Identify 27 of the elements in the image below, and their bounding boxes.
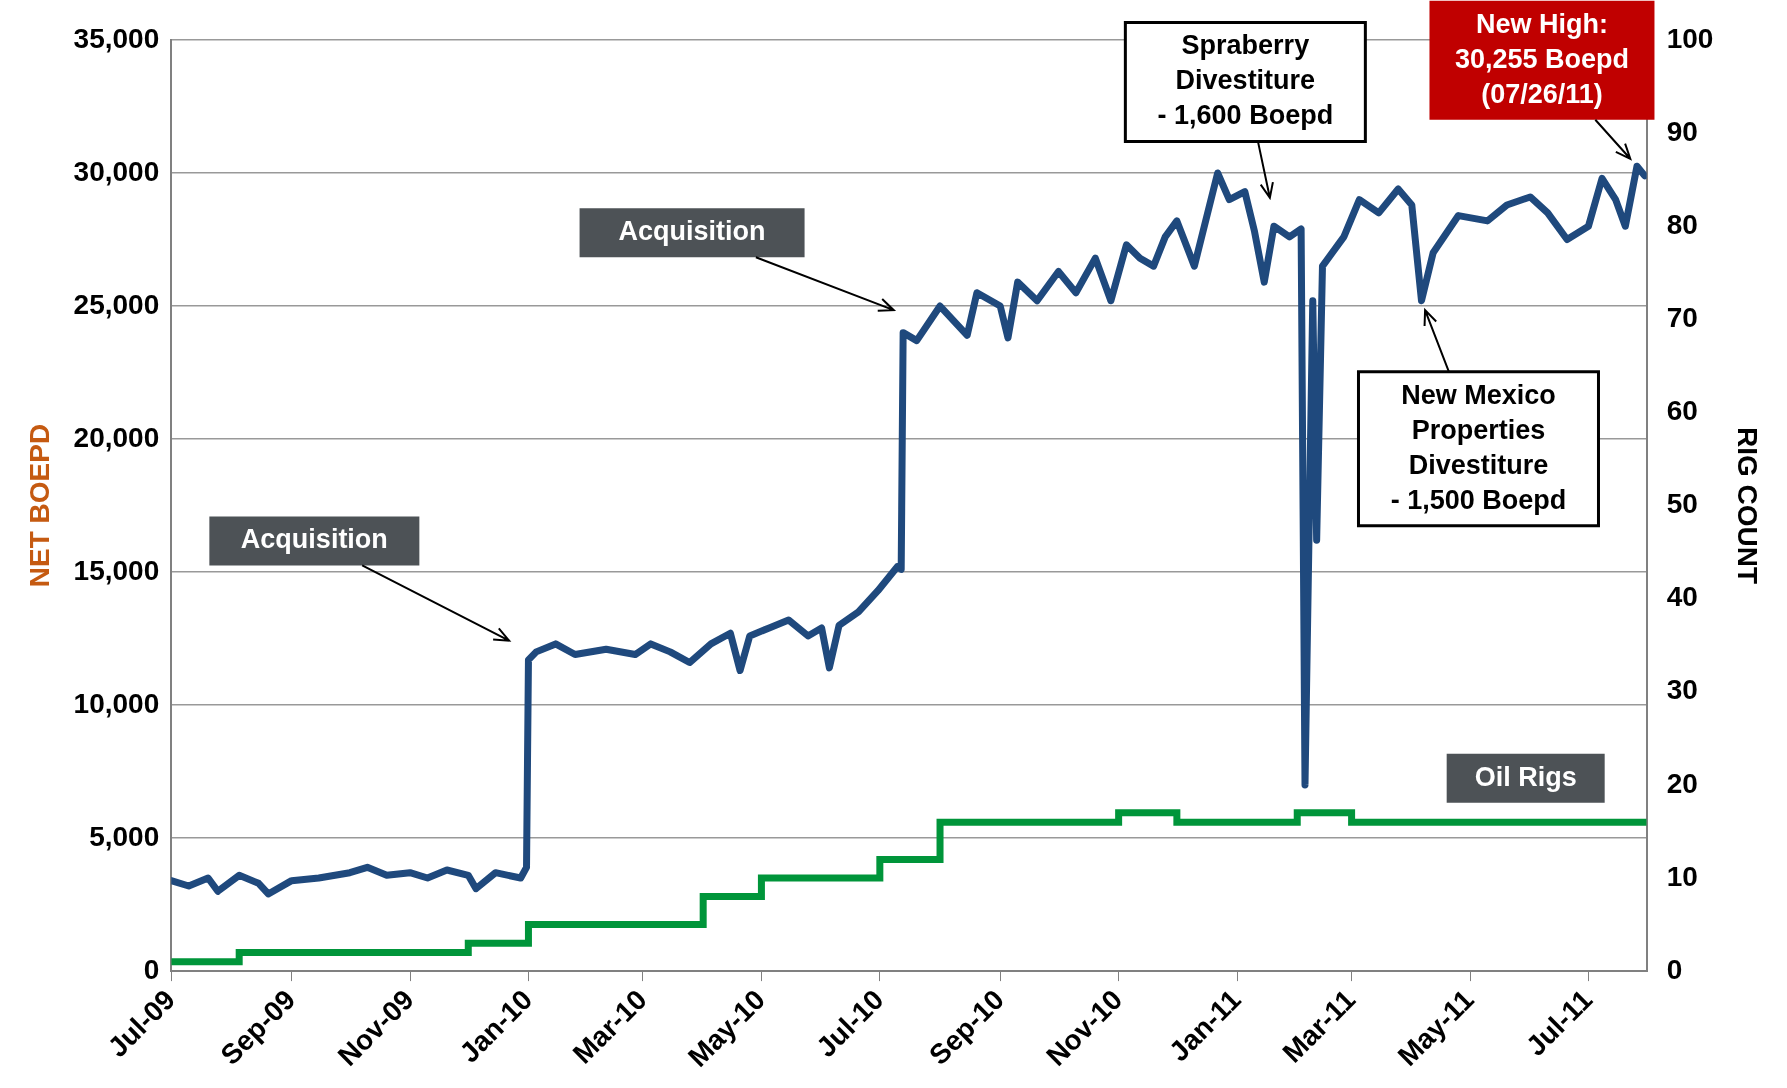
annotation: Spraberry Divestiture - 1,600 Boepd bbox=[1157, 30, 1334, 131]
y2-tick-label: 80 bbox=[1666, 208, 1698, 240]
y-tick-label: 15,000 bbox=[73, 554, 160, 586]
y2-tick-label: 30 bbox=[1666, 674, 1698, 706]
y2-tick-label: 90 bbox=[1666, 115, 1698, 147]
y-tick-label: 20,000 bbox=[73, 421, 160, 453]
y-tick-label: 35,000 bbox=[73, 22, 160, 54]
annotation: Acquisition bbox=[240, 524, 388, 555]
y2-tick-label: 20 bbox=[1666, 767, 1698, 799]
y2-tick-label: 0 bbox=[1666, 953, 1683, 985]
y2-tick-label: 100 bbox=[1666, 22, 1714, 54]
annotation: Acquisition bbox=[618, 216, 766, 247]
y-tick-label: 30,000 bbox=[73, 155, 160, 187]
y-tick-label: 5,000 bbox=[89, 820, 160, 852]
y2-tick-label: 70 bbox=[1666, 302, 1698, 334]
y-axis-title: NET BOEPD bbox=[23, 423, 55, 588]
y2-tick-label: 10 bbox=[1666, 860, 1698, 892]
annotation: New High: 30,255 Boepd (07/26/11) bbox=[1454, 8, 1630, 109]
annotation: New Mexico Properties Divestiture - 1,500 Boepd bbox=[1390, 379, 1567, 515]
y2-axis-title: RIG COUNT bbox=[1732, 427, 1764, 585]
y-tick-label: 0 bbox=[143, 953, 160, 985]
y-tick-label: 10,000 bbox=[73, 687, 160, 719]
series-label: Oil Rigs bbox=[1474, 761, 1577, 792]
y-tick-label: 25,000 bbox=[73, 288, 160, 320]
y2-tick-label: 60 bbox=[1666, 395, 1698, 427]
y2-tick-label: 50 bbox=[1666, 488, 1698, 520]
y2-tick-label: 40 bbox=[1666, 581, 1698, 613]
